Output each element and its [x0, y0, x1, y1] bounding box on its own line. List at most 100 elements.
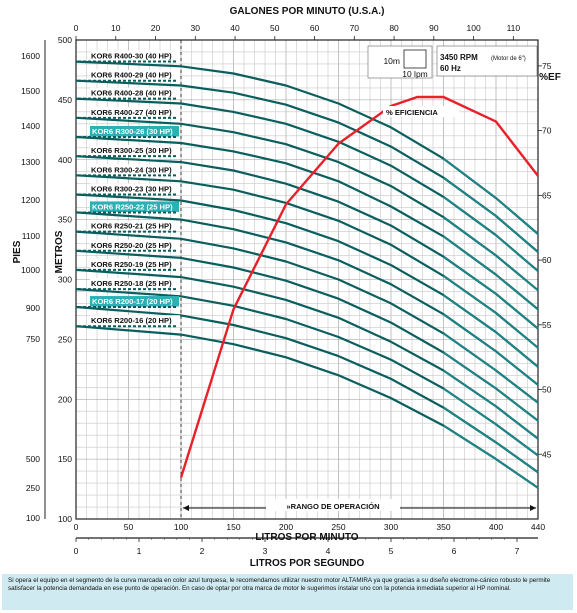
- curve-label: KOR6 R400-30 (40 HP): [91, 52, 172, 61]
- top-tick-label: 40: [230, 23, 240, 33]
- operation-range-label: »RANGO DE OPERACIÓN: [286, 502, 379, 511]
- curve-label-bg: [90, 220, 180, 231]
- lps-tick-label: 4: [326, 546, 331, 556]
- feet-axis-title: PIES: [12, 240, 23, 263]
- feet-tick-label: 1000: [21, 265, 40, 275]
- motor-rpm: 3450 RPM: [440, 53, 478, 62]
- pump-curve-turquoise-6: [443, 256, 539, 330]
- feet-tick-label: 1500: [21, 86, 40, 96]
- arrow-head-left: [183, 505, 189, 511]
- bottom-tick-label: 250: [331, 522, 345, 532]
- lps-tick-label: 7: [515, 546, 520, 556]
- pump-curve-turquoise-10: [443, 332, 539, 404]
- curve-label: KOR6 R300-23 (30 HP): [91, 184, 172, 193]
- efficiency-tick-label: 75: [542, 61, 552, 71]
- pump-curve-turquoise-4: [443, 216, 539, 291]
- bottom-tick-label: 440: [531, 522, 545, 532]
- efficiency-tick-label: 70: [542, 126, 552, 136]
- bottom-axis-title: LITROS POR MINUTO: [255, 532, 358, 543]
- pump-curve-turquoise-8: [443, 294, 539, 368]
- feet-tick-label: 1400: [21, 121, 40, 131]
- curve-label-bg: [90, 258, 180, 269]
- lps-tick-label: 6: [452, 546, 457, 556]
- top-tick-label: 90: [429, 23, 439, 33]
- curve-label-badge: [90, 296, 179, 307]
- pump-curve-turquoise-3: [443, 196, 539, 272]
- curve-label: KOR6 R250-19 (25 HP): [91, 260, 172, 269]
- efficiency-tick-label: 60: [542, 255, 552, 265]
- chart-axes: [44, 39, 539, 539]
- feet-tick-label: 250: [26, 483, 40, 493]
- meters-tick-label: 400: [58, 155, 72, 165]
- pump-curve-turquoise-12: [443, 369, 539, 440]
- bottom-tick-label: 200: [279, 522, 293, 532]
- efficiency-tick-label: 55: [542, 320, 552, 330]
- meters-tick-label: 250: [58, 334, 72, 344]
- motor-frequency: 60 Hz: [440, 64, 461, 73]
- meters-tick-label: 150: [58, 454, 72, 464]
- pump-curve-turquoise-5: [443, 235, 539, 310]
- feet-tick-label: 750: [26, 334, 40, 344]
- curve-label-bg: [90, 315, 180, 326]
- bottom-tick-label: 300: [384, 522, 398, 532]
- top-tick-label: 110: [507, 23, 521, 33]
- curve-labels: KOR6 R400-30 (40 HP) KOR6 R400-29 (40 HP)…: [78, 50, 180, 328]
- curve-label: KOR6 R300-25 (30 HP): [91, 146, 172, 155]
- plot-frame: [75, 39, 539, 520]
- curve-label-bg: [90, 69, 180, 80]
- meters-axis-title: METROS: [54, 230, 65, 273]
- footer-note: Si opera el equipo en el segmento de la …: [2, 574, 573, 610]
- curve-label-bg: [90, 106, 180, 117]
- curve-label: KOR6 R400-29 (40 HP): [91, 71, 172, 80]
- curve-label: KOR6 R300-24 (30 HP): [91, 165, 172, 174]
- pump-curve-turquoise-11: [443, 351, 539, 422]
- lps-tick-label: 3: [263, 546, 268, 556]
- efficiency-label: % EFICIENCIA: [386, 108, 438, 117]
- meters-tick-label: 200: [58, 394, 72, 404]
- curve-label-badge: [90, 201, 179, 212]
- top-tick-label: 80: [389, 23, 399, 33]
- efficiency-label-bg: [383, 106, 459, 117]
- curve-label: KOR6 R250-20 (25 HP): [91, 241, 172, 250]
- curve-label-bg: [90, 145, 180, 156]
- top-tick-label: 0: [74, 23, 79, 33]
- bottom-tick-label: 50: [124, 522, 134, 532]
- curve-label-bg: [90, 164, 180, 175]
- top-tick-label: 20: [151, 23, 161, 33]
- lps-tick-label: 1: [137, 546, 142, 556]
- pump-curve-turquoise-2: [443, 177, 539, 253]
- scale-legend-bottom: 10 lpm: [402, 69, 428, 79]
- lps-tick-label: 0: [74, 546, 79, 556]
- bottom-tick-label: 400: [489, 522, 503, 532]
- feet-tick-label: 1300: [21, 157, 40, 167]
- meters-tick-label: 300: [58, 275, 72, 285]
- motor-note: (Motor de 6"): [491, 56, 526, 62]
- scale-legend-box: [403, 49, 427, 69]
- pump-curve-turquoise-13: [443, 387, 539, 457]
- top-tick-label: 70: [350, 23, 360, 33]
- feet-tick-label: 900: [26, 303, 40, 313]
- pump-curve-turquoise-7: [443, 275, 539, 349]
- bottom-tick-label: 150: [226, 522, 240, 532]
- curve-label-bg: [90, 87, 180, 98]
- efficiency-tick-label: 50: [542, 385, 552, 395]
- meters-tick-label: 450: [58, 95, 72, 105]
- motor-info-box: [436, 45, 538, 77]
- top-tick-label: 30: [191, 23, 201, 33]
- top-tick-label: 100: [466, 23, 480, 33]
- pump-curve-turquoise-14: [443, 407, 539, 473]
- lps-tick-label: 2: [200, 546, 205, 556]
- curve-label-badge: [90, 125, 179, 137]
- feet-tick-label: 1100: [22, 231, 41, 241]
- curve-label: KOR6 R400-27 (40 HP): [91, 108, 172, 117]
- bottom-tick-label: 350: [436, 522, 450, 532]
- footer-text: Si opera el equipo en el segmento de la …: [8, 577, 551, 592]
- feet-tick-label: 1600: [21, 51, 40, 61]
- efficiency-axis-title: %EF: [539, 72, 561, 83]
- lps-axis-title: LITROS POR SEGUNDO: [250, 558, 365, 569]
- top-tick-label: 60: [310, 23, 320, 33]
- pump-curve-turquoise-9: [443, 313, 539, 386]
- curve-label: KOR6 R400-28 (40 HP): [91, 89, 172, 98]
- curve-label-bg: [90, 278, 180, 289]
